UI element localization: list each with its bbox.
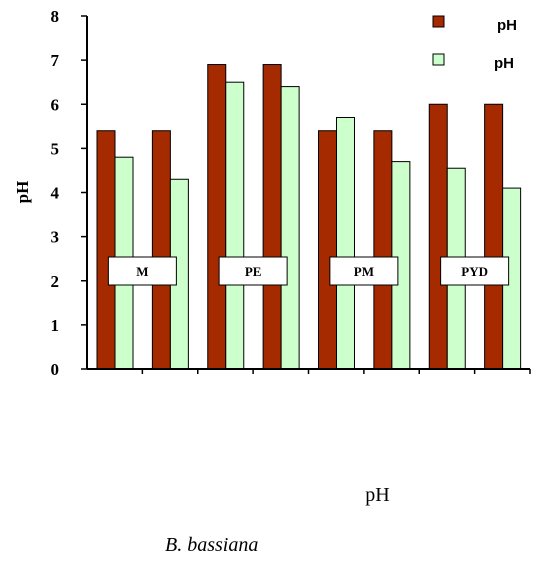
group-label-box-PM [329, 256, 399, 286]
legend-label-1: pH [497, 17, 517, 34]
group-label-M: M [136, 264, 148, 279]
group-label-box-PE [218, 256, 288, 286]
y-ticks: 0 1 2 3 4 5 6 7 8 [51, 7, 87, 379]
bar-PE-2-s1 [262, 64, 282, 370]
bar-PE-2-s2 [280, 86, 300, 370]
bars [96, 64, 522, 370]
group-label-PE: PE [245, 264, 262, 279]
legend-swatch-2 [432, 53, 445, 66]
y-tick-label-4: 4 [51, 184, 60, 203]
group-label-box-M [107, 256, 177, 286]
y-tick-label-8: 8 [51, 7, 60, 26]
bar-PE-1-s2 [225, 81, 245, 370]
y-tick-label-3: 3 [51, 228, 60, 247]
legend: pH pH [432, 15, 517, 72]
bar-PM-2-s1 [373, 130, 393, 370]
y-tick-label-1: 1 [51, 316, 60, 335]
bar-PYD-2-s1 [484, 103, 504, 370]
x-ticks [141, 369, 531, 374]
y-tick-label-2: 2 [51, 272, 60, 291]
y-tick-label-0: 0 [51, 360, 60, 379]
y-axis-label: pH [13, 181, 32, 204]
y-tick-label-5: 5 [51, 139, 60, 158]
bar-PM-1-s2 [336, 116, 355, 370]
caption-species: B. bassiana [165, 534, 259, 556]
caption-main: pH [365, 484, 390, 506]
bar-M-1-s1 [96, 130, 116, 370]
group-labels: M PE PM PYD [107, 256, 510, 286]
bar-PE-1-s1 [207, 64, 227, 370]
legend-swatch-1 [432, 15, 445, 28]
bar-PYD-1-s1 [428, 103, 448, 370]
group-label-PYD: PYD [461, 264, 488, 279]
bar-M-2-s1 [151, 130, 171, 370]
legend-label-2: pH [494, 55, 514, 72]
group-label-PM: PM [354, 264, 374, 279]
group-label-box-PYD [440, 256, 510, 286]
y-tick-label-6: 6 [51, 95, 60, 114]
bar-PM-1-s1 [318, 130, 337, 370]
y-tick-label-7: 7 [51, 51, 60, 70]
